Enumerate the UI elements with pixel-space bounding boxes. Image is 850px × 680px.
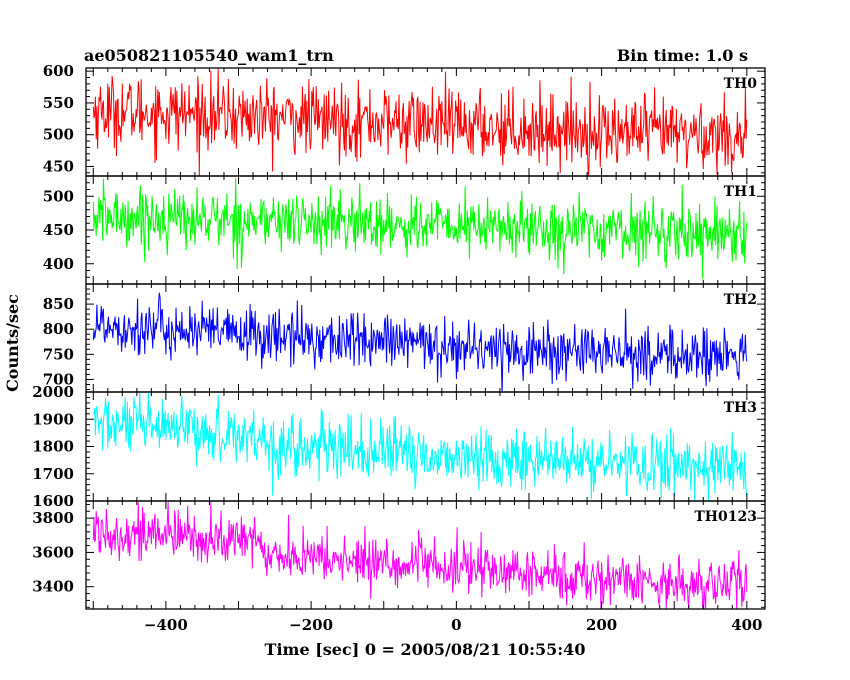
panel-th0: 450 500 550 600 TH0 [43, 62, 766, 177]
x-axis-ticks: −400 −200 0 200 400 [144, 616, 763, 634]
x-tick-label: 200 [586, 616, 617, 634]
y-tick-label: 1600 [32, 492, 74, 510]
x-tick-label: −200 [289, 616, 333, 634]
x-tick-label: 0 [451, 616, 461, 634]
series-th3-line [93, 392, 748, 501]
bin-time-label: Bin time: 1.0 s [617, 46, 748, 65]
y-tick-label: 450 [43, 221, 74, 239]
series-th0-line [92, 68, 748, 176]
panels: 450 500 550 600 TH0 400 450 500 TH1 700 750 800 850 T… [32, 62, 766, 610]
panel-label-th1: TH1 [724, 184, 757, 200]
panel-th2: 700 750 800 850 TH2 [43, 283, 766, 393]
y-tick-label: 850 [43, 295, 74, 313]
x-tick-label: 400 [731, 616, 762, 634]
x-tick-label: −400 [144, 616, 188, 634]
y-tick-label: 800 [43, 320, 74, 338]
y-tick-label: 400 [43, 255, 74, 273]
panel-label-th0123: TH0123 [694, 509, 757, 525]
panel-th3: 1600 1700 1800 1900 2000 TH3 [32, 383, 766, 510]
y-tick-label: 550 [43, 94, 74, 112]
y-tick-label: 450 [43, 157, 74, 175]
y-tick-label: 1800 [32, 438, 74, 456]
y-tick-label: 750 [43, 345, 74, 363]
x-axis-label: Time [sec] 0 = 2005/08/21 10:55:40 [265, 640, 586, 659]
series-th0123-line [92, 501, 748, 609]
panel-th0123: 3400 3600 3800 TH0123 [32, 500, 766, 610]
y-tick-label: 500 [43, 126, 74, 144]
y-tick-label: 1700 [32, 465, 74, 483]
y-tick-label: 600 [43, 62, 74, 80]
panel-label-th3: TH3 [724, 400, 757, 416]
series-th2-line [92, 292, 748, 392]
y-tick-label: 3400 [32, 578, 74, 596]
panel-label-th2: TH2 [724, 292, 757, 308]
panel-frame [85, 500, 766, 610]
panel-th1: 400 450 500 TH1 [43, 175, 766, 285]
y-tick-label: 500 [43, 187, 74, 205]
chart-title: ae050821105540_wam1_trn [84, 46, 334, 65]
y-tick-label: 2000 [32, 383, 74, 401]
y-tick-label: 700 [43, 370, 74, 388]
y-tick-label: 3800 [32, 509, 74, 527]
panel-label-th0: TH0 [724, 76, 758, 92]
y-tick-label: 1900 [32, 410, 74, 428]
y-axis-label: Counts/sec [3, 294, 22, 392]
series-th1-line [92, 177, 748, 279]
y-tick-label: 3600 [32, 543, 74, 561]
